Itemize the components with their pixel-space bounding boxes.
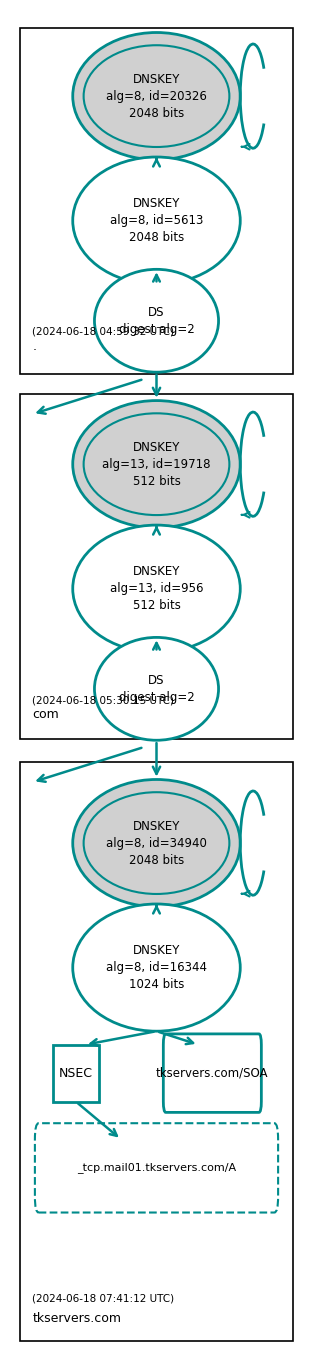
- Bar: [20, 28, 293, 373]
- Text: (2024-06-18 07:41:12 UTC): (2024-06-18 07:41:12 UTC): [33, 1294, 175, 1303]
- Ellipse shape: [73, 780, 240, 907]
- Ellipse shape: [73, 33, 240, 160]
- Ellipse shape: [73, 904, 240, 1031]
- Text: _tcp.mail01.tkservers.com/A: _tcp.mail01.tkservers.com/A: [77, 1162, 236, 1173]
- FancyBboxPatch shape: [163, 1033, 261, 1112]
- Text: DNSKEY
alg=13, id=956
512 bits: DNSKEY alg=13, id=956 512 bits: [110, 565, 203, 612]
- Ellipse shape: [73, 157, 240, 285]
- Bar: [53, 1044, 99, 1101]
- Text: com: com: [33, 708, 59, 721]
- Text: DS
digest alg=2: DS digest alg=2: [119, 674, 194, 704]
- FancyBboxPatch shape: [35, 1123, 278, 1212]
- Text: tkservers.com: tkservers.com: [33, 1311, 121, 1325]
- Text: (2024-06-18 04:59:32 UTC): (2024-06-18 04:59:32 UTC): [33, 327, 175, 338]
- Ellipse shape: [95, 270, 218, 372]
- Text: NSEC: NSEC: [59, 1067, 93, 1079]
- Text: DNSKEY
alg=8, id=20326
2048 bits: DNSKEY alg=8, id=20326 2048 bits: [106, 73, 207, 119]
- Bar: [20, 762, 293, 1341]
- Bar: [20, 393, 293, 739]
- Ellipse shape: [95, 637, 218, 740]
- Text: DNSKEY
alg=13, id=19718
512 bits: DNSKEY alg=13, id=19718 512 bits: [102, 441, 211, 488]
- Text: .: .: [33, 340, 36, 353]
- Ellipse shape: [73, 400, 240, 527]
- Text: DNSKEY
alg=8, id=5613
2048 bits: DNSKEY alg=8, id=5613 2048 bits: [110, 197, 203, 244]
- Text: tkservers.com/SOA: tkservers.com/SOA: [156, 1067, 269, 1079]
- Text: (2024-06-18 05:30:15 UTC): (2024-06-18 05:30:15 UTC): [33, 696, 174, 705]
- Text: DS
digest alg=2: DS digest alg=2: [119, 305, 194, 336]
- Text: DNSKEY
alg=8, id=34940
2048 bits: DNSKEY alg=8, id=34940 2048 bits: [106, 819, 207, 866]
- Ellipse shape: [73, 525, 240, 652]
- Text: DNSKEY
alg=8, id=16344
1024 bits: DNSKEY alg=8, id=16344 1024 bits: [106, 944, 207, 991]
